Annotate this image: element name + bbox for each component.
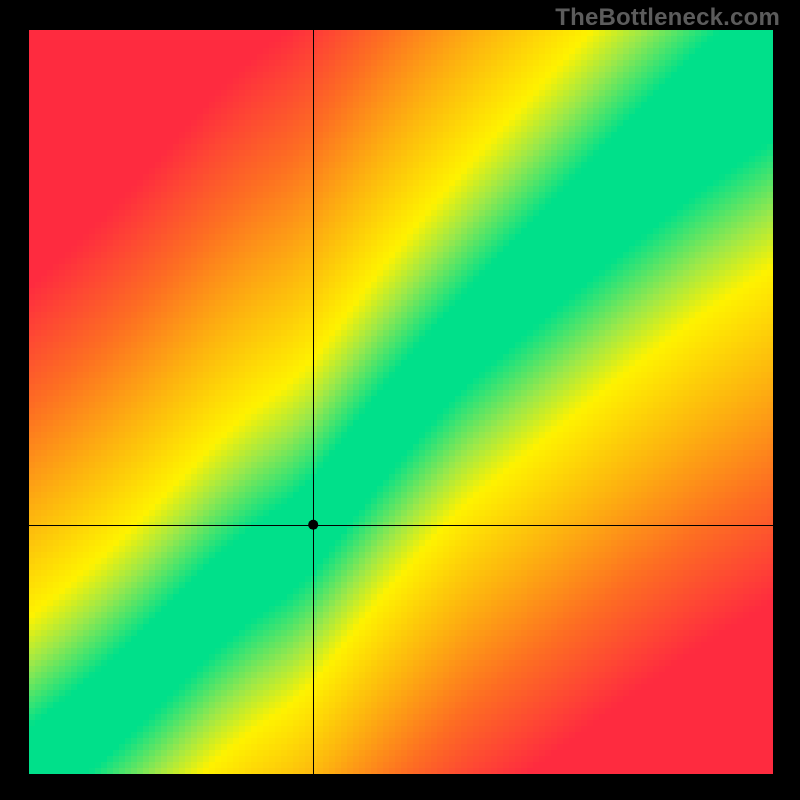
watermark-text: TheBottleneck.com <box>555 4 780 31</box>
crosshair-overlay <box>29 30 773 774</box>
chart-frame: TheBottleneck.com <box>0 0 800 800</box>
watermark: TheBottleneck.com <box>555 4 780 32</box>
